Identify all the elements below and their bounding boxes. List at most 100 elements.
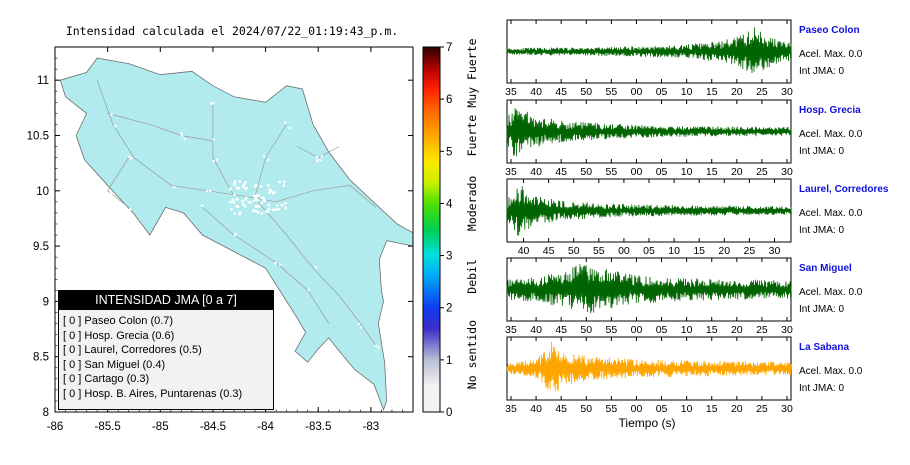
colorbar-tick-label: 2 xyxy=(446,303,452,315)
map-y-tick-label: 10.5 xyxy=(27,130,49,142)
town-dot xyxy=(257,205,261,208)
station-name: Laurel, Corredores xyxy=(799,184,889,195)
panel-tick-label: 25 xyxy=(744,245,756,257)
panel-tick-label: 05 xyxy=(656,324,668,336)
panel-tick-label: 50 xyxy=(580,86,592,98)
town-dot xyxy=(263,199,267,203)
panel-tick-label: 50 xyxy=(580,166,592,178)
town-dot xyxy=(232,201,235,204)
panel-tick-label: 55 xyxy=(593,245,605,257)
road-line xyxy=(254,198,377,346)
panel-tick-label: 00 xyxy=(631,324,643,336)
panel-tick-label: 30 xyxy=(781,324,793,336)
colorbar-tick-label: 1 xyxy=(446,355,452,367)
panel-tick-label: 20 xyxy=(731,86,743,98)
colorbar-level-label: Muy Fuerte xyxy=(465,38,479,107)
town-dot xyxy=(212,138,215,141)
waveform-trace xyxy=(506,186,792,236)
map-y-tick-label: 9.5 xyxy=(33,241,49,253)
waveform-trace xyxy=(506,341,792,392)
map-y-tick-label: 10 xyxy=(36,186,49,198)
town-dot xyxy=(259,185,263,188)
colorbar-tick-label: 5 xyxy=(446,146,452,158)
panel-tick-label: 20 xyxy=(731,166,743,178)
map-x-tick-label: -86 xyxy=(47,421,64,433)
town-dot xyxy=(236,186,239,190)
road-line xyxy=(254,124,287,197)
panel-tick-label: 45 xyxy=(543,245,555,257)
town-dot xyxy=(244,198,247,201)
map-x-tick-label: -84.5 xyxy=(200,421,226,433)
station-int-jma: Int JMA: 0 xyxy=(799,383,844,394)
station-name: Hosp. Grecia xyxy=(799,105,861,116)
panel-tick-label: 55 xyxy=(606,403,618,415)
panel-tick-label: 25 xyxy=(756,166,768,178)
panel-tick-label: 30 xyxy=(781,86,793,98)
town-dot xyxy=(279,263,282,266)
panel-tick-label: 25 xyxy=(756,403,768,415)
town-dot xyxy=(264,210,268,213)
town-dot xyxy=(173,185,176,189)
panel-tick-label: 35 xyxy=(505,86,517,98)
town-dot xyxy=(238,180,242,183)
panel-tick-label: 30 xyxy=(781,403,793,415)
map-y-tick-label: 11 xyxy=(37,75,49,87)
road-line xyxy=(107,157,129,208)
town-dot xyxy=(254,205,257,208)
panel-tick-label: 55 xyxy=(606,324,618,336)
town-dot xyxy=(209,189,212,192)
town-dot xyxy=(247,201,250,204)
town-dot xyxy=(267,203,271,207)
station-int-jma: Int JMA: 0 xyxy=(799,304,844,315)
panel-tick-label: 45 xyxy=(555,86,567,98)
road-line xyxy=(96,80,377,208)
waveform-trace xyxy=(506,264,792,314)
legend-title: INTENSIDAD JMA [0 a 7] xyxy=(59,291,273,310)
town-dot xyxy=(257,194,260,197)
town-dot xyxy=(180,132,183,135)
legend-item-label: Hosp. B. Aires, Puntarenas (0.3) xyxy=(84,388,243,400)
town-dot xyxy=(284,206,287,210)
panel-tick-label: 00 xyxy=(631,86,643,98)
colorbar-gradient xyxy=(422,46,441,413)
town-dot xyxy=(357,322,360,325)
town-dot xyxy=(282,184,285,187)
colorbar-tick-label: 7 xyxy=(446,42,452,54)
waveform-panel: 40 45 50 55 00 05 10 15 20 25 30 Laurel, Corredores… xyxy=(506,178,889,257)
panel-tick-label: 30 xyxy=(781,166,793,178)
waveform-panel: 35 40 45 50 55 00 05 10 15 20 25 30 La Sabana Acel. M… xyxy=(505,336,863,415)
map-y-tick-label: 9 xyxy=(43,296,49,308)
town-dot xyxy=(181,134,184,137)
legend-item-value: [ 0 ] xyxy=(63,329,85,342)
legend-item-label: San Miguel (0.4) xyxy=(84,358,166,371)
panel-tick-label: 35 xyxy=(505,166,517,178)
map-x-tick-label: -85.5 xyxy=(95,421,121,433)
colorbar-tick-label: 4 xyxy=(446,198,453,210)
legend-item: [ 0 ] San Miguel (0.4) xyxy=(63,359,165,371)
road-line xyxy=(107,113,213,142)
town-dot xyxy=(183,138,186,141)
road-line xyxy=(212,102,235,197)
panel-tick-label: 40 xyxy=(530,324,542,336)
legend-item-label: Cartago (0.3) xyxy=(84,373,150,386)
legend-item-value: [ 0 ] xyxy=(63,315,85,327)
panel-tick-label: 30 xyxy=(769,245,781,257)
panel-tick-label: 40 xyxy=(518,245,530,257)
intensity-colorbar: 7 6 5 4 3 2 1 0 Muy Fuerte Fuerte Moderado Debil No … xyxy=(422,38,479,419)
station-accel: Acel. Max. 0.0 xyxy=(799,366,863,377)
town-dot xyxy=(267,184,270,187)
town-dot xyxy=(271,208,275,211)
station-accel: Acel. Max. 0.0 xyxy=(799,129,863,140)
town-dot xyxy=(252,209,255,212)
town-dot xyxy=(241,199,244,203)
town-dot xyxy=(274,208,277,211)
town-dot xyxy=(244,187,247,190)
waveform-panels: 35 40 45 50 55 00 05 10 15 20 25 30 Paseo Colon Acel.… xyxy=(505,19,889,415)
colorbar-tick-label: 0 xyxy=(446,407,452,419)
town-dot xyxy=(233,183,236,187)
town-dot xyxy=(233,182,236,185)
legend-item: [ 0 ] Hosp. B. Aires, Puntarenas (0.3) xyxy=(63,388,242,400)
town-dot xyxy=(320,155,323,158)
town-dot xyxy=(256,194,259,197)
town-dot xyxy=(254,196,257,199)
